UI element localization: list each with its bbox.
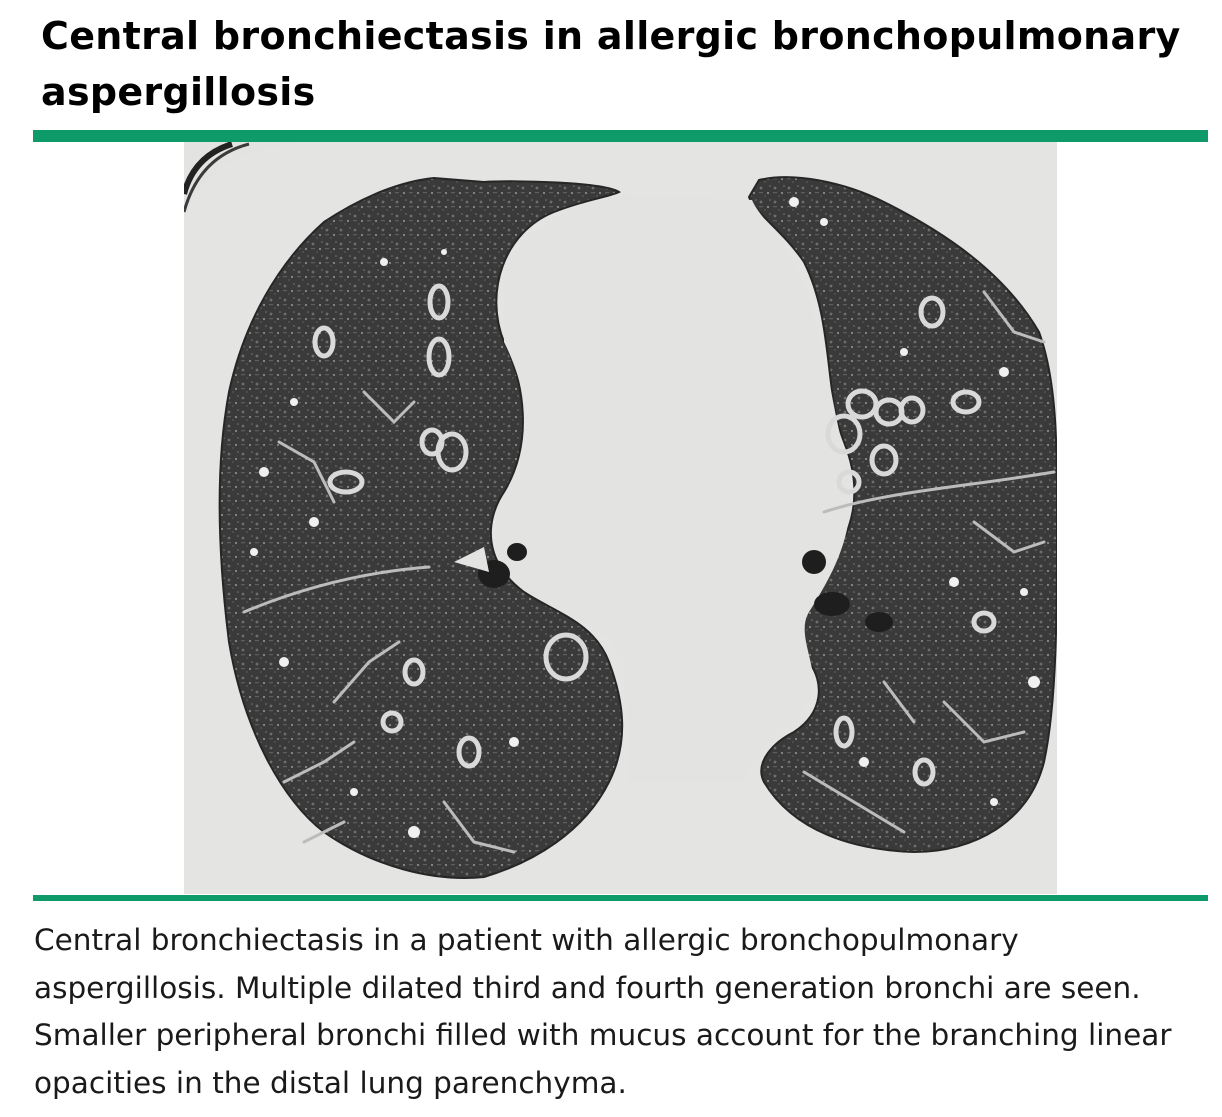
left-lung — [747, 176, 1057, 854]
ct-scan-image — [184, 142, 1057, 894]
caption-divider — [33, 895, 1208, 901]
figure-title: Central bronchiectasis in allergic bronc… — [41, 14, 1181, 114]
ct-scan-illustration — [184, 142, 1057, 894]
figure-caption: Central bronchiectasis in a patient with… — [34, 923, 1172, 1100]
title-divider — [33, 130, 1208, 142]
